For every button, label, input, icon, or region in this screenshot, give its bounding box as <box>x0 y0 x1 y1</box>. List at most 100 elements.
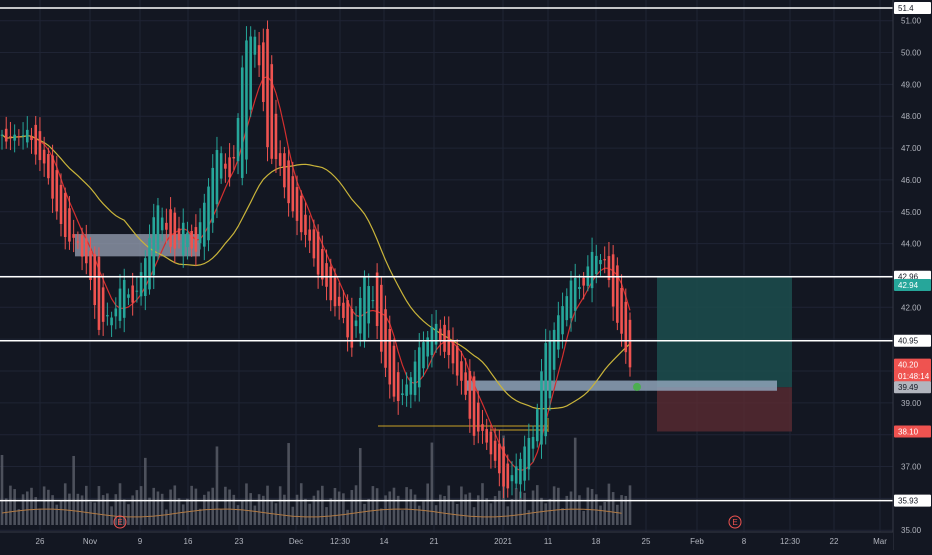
volume-bar <box>135 490 139 525</box>
y-tick-label: 44.00 <box>901 240 922 249</box>
volume-bar <box>510 498 514 525</box>
time-axis[interactable]: 26 Nov 9 16 23 Dec 12:30 14 21 2021 11 18 25 Feb 8 12:3… <box>0 531 893 550</box>
volume-bar <box>139 486 143 525</box>
candle-body <box>380 284 383 352</box>
candle-body <box>122 279 126 318</box>
trade-zones <box>75 234 792 432</box>
volume-bar <box>316 490 320 525</box>
candle-body <box>232 157 236 159</box>
volume-bar <box>489 503 493 525</box>
volume-bar <box>253 505 257 525</box>
volume-bar <box>481 483 484 525</box>
y-tick-label: 42.00 <box>901 303 922 312</box>
volume-bar <box>257 494 261 525</box>
horizontal-levels[interactable] <box>0 7 893 502</box>
volume-bar <box>514 488 518 525</box>
volume-bar <box>417 505 421 525</box>
volume-bar <box>443 496 446 525</box>
x-tick-label: Mar <box>873 537 887 546</box>
candle-body <box>523 446 526 481</box>
candle-body <box>447 330 451 356</box>
price-tag-label: 40.20 <box>898 361 919 370</box>
price-tag <box>894 279 931 292</box>
volume-bar <box>156 491 160 525</box>
volume-bar <box>396 495 400 525</box>
volume-bar <box>198 508 202 525</box>
volume-bar <box>561 508 564 525</box>
volume-bar <box>232 494 236 525</box>
candle-body <box>417 347 421 388</box>
volume-bar <box>224 486 227 525</box>
candle-body <box>569 280 573 319</box>
volume-bar <box>620 495 623 525</box>
candle-body <box>169 209 172 247</box>
candle-body <box>34 124 38 155</box>
time-axis-bg <box>0 532 893 550</box>
volume-bar <box>34 497 38 525</box>
demand-box <box>466 380 777 391</box>
candle-body <box>274 113 278 160</box>
candle-body <box>573 277 577 311</box>
volume-bar <box>392 487 396 525</box>
candle-body <box>493 440 497 461</box>
volume-bar <box>401 510 404 525</box>
volume-bar <box>55 504 59 525</box>
x-tick-label: 21 <box>430 537 439 546</box>
volume-bar <box>405 487 408 525</box>
volume-bar <box>346 509 349 525</box>
candle-body <box>68 208 71 242</box>
candle-body <box>392 345 396 397</box>
candle-body <box>42 149 46 164</box>
x-tick-label: 12:30 <box>330 537 351 546</box>
volume-bar <box>624 495 628 525</box>
volume-bar <box>451 500 455 525</box>
candle-body <box>240 67 244 178</box>
x-tick-label: 22 <box>830 537 839 546</box>
candle-body <box>405 384 408 396</box>
candle-body <box>97 256 101 330</box>
volume-bar <box>527 510 531 525</box>
candle-body <box>388 328 392 385</box>
volume-bar <box>569 491 573 525</box>
price-tag-label: 01:48:14 <box>898 372 930 381</box>
candle-body <box>165 222 168 230</box>
candle-body <box>316 231 320 275</box>
candle-body <box>47 154 50 179</box>
candle-body <box>333 277 337 307</box>
candle-body <box>211 167 215 223</box>
volume-bar <box>535 485 539 525</box>
volume-bar <box>17 509 21 525</box>
candles <box>0 20 632 499</box>
candle-body <box>160 217 164 231</box>
y-tick-label: 50.00 <box>901 49 922 58</box>
candle-body <box>350 308 354 348</box>
volume-bar <box>544 503 548 525</box>
y-tick-label: 47.00 <box>901 144 922 153</box>
candle-body <box>295 187 299 221</box>
volume-bar <box>493 496 497 525</box>
volume-bar <box>236 505 240 525</box>
earnings-marker <box>113 515 127 529</box>
x-tick-label: 18 <box>592 537 601 546</box>
volume-bar <box>388 491 392 525</box>
volume-bar <box>565 495 569 525</box>
price-tag-label: 40.95 <box>898 337 919 346</box>
volume-bar <box>358 448 362 525</box>
x-tick-label: Nov <box>83 537 97 546</box>
candle-body <box>434 323 438 345</box>
candle-body <box>148 238 151 290</box>
price-tag <box>894 381 931 394</box>
y-tick-label: 45.00 <box>901 208 922 217</box>
x-tick-label: 16 <box>184 537 193 546</box>
volume-bar <box>207 491 210 525</box>
volume-bar <box>76 493 80 525</box>
candle-body <box>514 466 518 484</box>
volume-bar <box>84 485 88 525</box>
price-tag <box>894 425 931 438</box>
volume-bar <box>409 489 413 525</box>
volume-ma-line <box>1 508 622 518</box>
candle-body <box>611 254 615 307</box>
candle-body <box>249 36 252 110</box>
